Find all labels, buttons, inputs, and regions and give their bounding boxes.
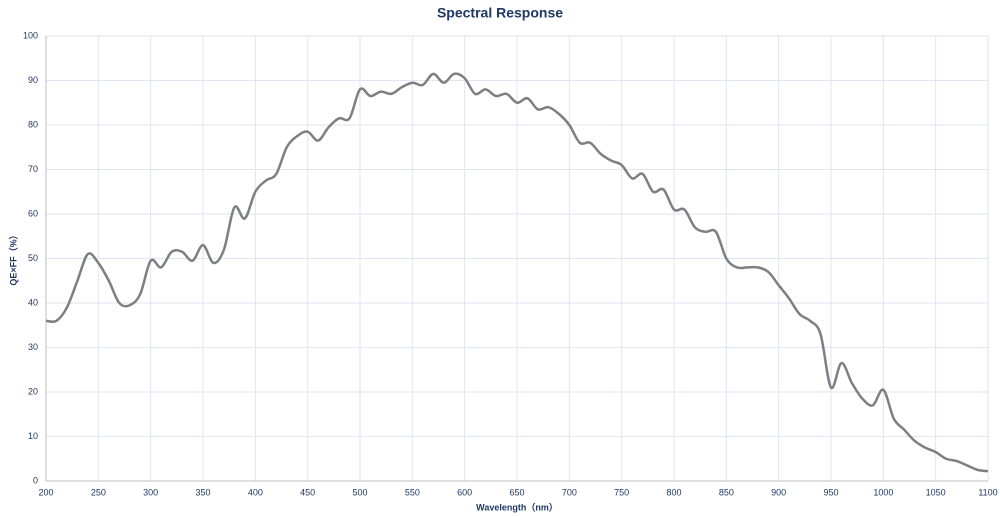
x-tick-label: 600 <box>457 487 472 497</box>
x-tick-label: 700 <box>562 487 577 497</box>
x-tick-label: 1050 <box>926 487 946 497</box>
y-tick-label: 100 <box>23 30 38 40</box>
x-tick-label: 200 <box>38 487 53 497</box>
y-tick-label: 0 <box>33 475 38 485</box>
x-tick-label: 750 <box>614 487 629 497</box>
y-tick-label: 70 <box>28 164 38 174</box>
y-tick-label: 10 <box>28 431 38 441</box>
x-tick-label: 850 <box>719 487 734 497</box>
x-tick-label: 900 <box>771 487 786 497</box>
x-tick-label: 950 <box>823 487 838 497</box>
x-tick-label: 550 <box>405 487 420 497</box>
x-tick-label: 450 <box>300 487 315 497</box>
x-tick-label: 1000 <box>873 487 893 497</box>
y-tick-label: 30 <box>28 342 38 352</box>
x-tick-label: 1100 <box>978 487 997 497</box>
y-tick-label: 40 <box>28 297 38 307</box>
x-axis-label: Wavelength（nm） <box>476 502 558 512</box>
x-tick-label: 800 <box>666 487 681 497</box>
x-tick-label: 500 <box>352 487 367 497</box>
x-tick-label: 400 <box>248 487 263 497</box>
y-tick-label: 60 <box>28 208 38 218</box>
y-tick-label: 50 <box>28 253 38 263</box>
chart-title: Spectral Response <box>437 5 563 21</box>
y-axis-label: QE×FF（%） <box>8 230 18 285</box>
x-tick-label: 350 <box>195 487 210 497</box>
y-tick-label: 20 <box>28 386 38 396</box>
y-tick-label: 80 <box>28 119 38 129</box>
x-tick-label: 250 <box>91 487 106 497</box>
data-line <box>45 72 989 473</box>
x-tick-label: 650 <box>509 487 524 497</box>
x-tick-label: 300 <box>143 487 158 497</box>
y-tick-label: 90 <box>28 75 38 85</box>
